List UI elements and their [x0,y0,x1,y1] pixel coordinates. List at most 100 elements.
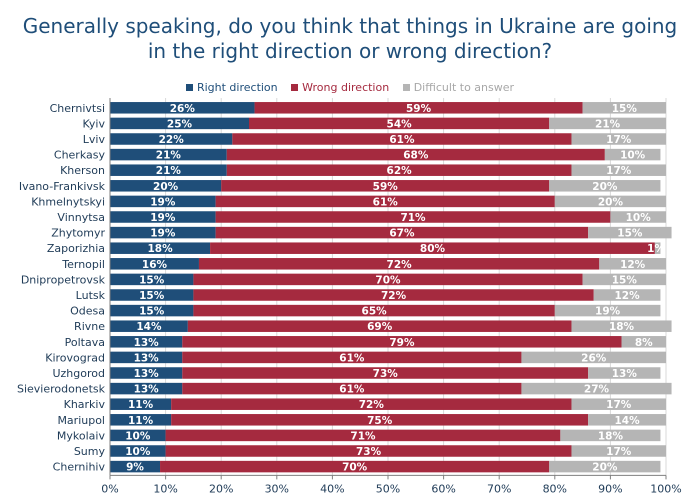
bar-segment [604,148,661,161]
bar-segment [110,304,194,317]
data-label: 25% [167,118,193,130]
data-label: 26% [170,103,196,115]
data-label: 10% [125,446,151,458]
data-label: 15% [139,306,165,318]
data-label: 67% [389,228,415,240]
data-label: 61% [373,196,399,208]
data-label: 20% [592,462,618,474]
category-label: Ivano-Frankivsk [19,180,106,193]
x-tick-label: 10% [153,482,177,495]
data-label: 21% [156,150,182,162]
bar-segment [110,133,233,145]
category-label: Zhytomyr [51,227,105,240]
data-label: 10% [626,212,652,224]
bar-segment [554,304,661,317]
data-label: 72% [359,399,385,411]
data-label: 73% [373,368,399,380]
legend-label-wrong-direction: Wrong direction [302,81,390,94]
legend-swatch-difficult-to-answer [402,84,410,91]
bar-segment [193,273,583,286]
data-label: 12% [615,290,641,302]
bar-segment [182,367,589,379]
bar-segment [182,382,522,395]
data-label: 59% [406,103,432,115]
category-label: Poltava [65,336,105,349]
data-label: 20% [153,181,179,193]
data-label: 71% [400,212,426,224]
data-label: 62% [387,165,413,177]
legend-label-right-direction: Right direction [196,81,278,94]
bar-segment [654,242,661,254]
category-label: Kyiv [83,117,106,130]
bar-segment [599,258,666,270]
bar-segment [165,429,561,442]
x-tick-label: 80% [543,482,567,495]
data-label: 20% [598,196,624,208]
legend-label-difficult-to-answer: Difficult to answer [413,81,515,94]
data-label: 17% [606,399,632,411]
x-tick-label: 40% [320,482,344,495]
data-label: 15% [612,103,638,115]
bar-segment [621,336,666,348]
bar-segment [171,414,589,426]
bar-segment [110,117,249,130]
data-label: 27% [584,384,610,396]
data-label: 72% [381,290,407,302]
bar-segment [171,398,572,410]
bar-segment [110,336,183,348]
data-label: 59% [373,181,399,193]
bar-segment [110,445,166,457]
bar-segment [588,367,661,379]
data-label: 15% [612,274,638,286]
bar-segment [571,320,672,332]
x-tick-label: 60% [431,482,455,495]
bar-segment [110,273,194,286]
data-label: 15% [139,290,165,302]
data-label: 13% [134,337,160,349]
bar-segment [571,445,666,457]
legend-item-wrong-direction: Wrong direction [291,81,389,94]
bar-segment [582,102,666,114]
data-label: 80% [420,243,446,255]
bar-segment [549,180,661,192]
bar-segment [110,398,172,410]
bar-segment [187,320,572,332]
bar-segment [193,304,555,317]
data-label: 11% [128,399,154,411]
category-label: Dnipropetrovsk [21,273,106,286]
data-label: 9% [126,462,144,474]
bar-segment [182,351,522,364]
labels-layer: Chernivtsi 26% 59% 15% Kyiv 25% 54% 21% Lviv 22% 6… [17,102,666,474]
bar-segment [110,180,222,192]
bar-segment [571,398,666,410]
bar-segment [593,289,661,301]
data-label: 75% [367,415,393,427]
bar-segment [226,148,605,161]
bar-segment [160,460,550,473]
bar-segment [110,242,211,254]
bar-segment [110,258,199,270]
bar-segment [110,195,216,208]
bar-segment [571,164,666,176]
category-label: Mykolaiv [57,429,106,442]
bar-segment [110,164,227,176]
bar-segment [110,226,216,239]
data-label: 13% [612,368,638,380]
category-label: Vinnytsa [57,211,105,224]
data-label: 61% [339,352,365,364]
bar-segment [110,460,161,473]
bar-segment [588,226,672,239]
data-label: 22% [159,134,185,146]
data-label: 14% [136,321,162,333]
legend-swatch-wrong-direction [291,84,299,91]
bar-segment [521,351,666,364]
x-tick-label: 30% [265,482,289,495]
data-label: 54% [387,118,413,130]
data-label: 19% [150,228,176,240]
bar-segment [582,273,666,286]
data-label: 79% [389,337,415,349]
data-label: 19% [150,212,176,224]
bar-segment [215,211,611,223]
bar-segment [254,102,583,114]
